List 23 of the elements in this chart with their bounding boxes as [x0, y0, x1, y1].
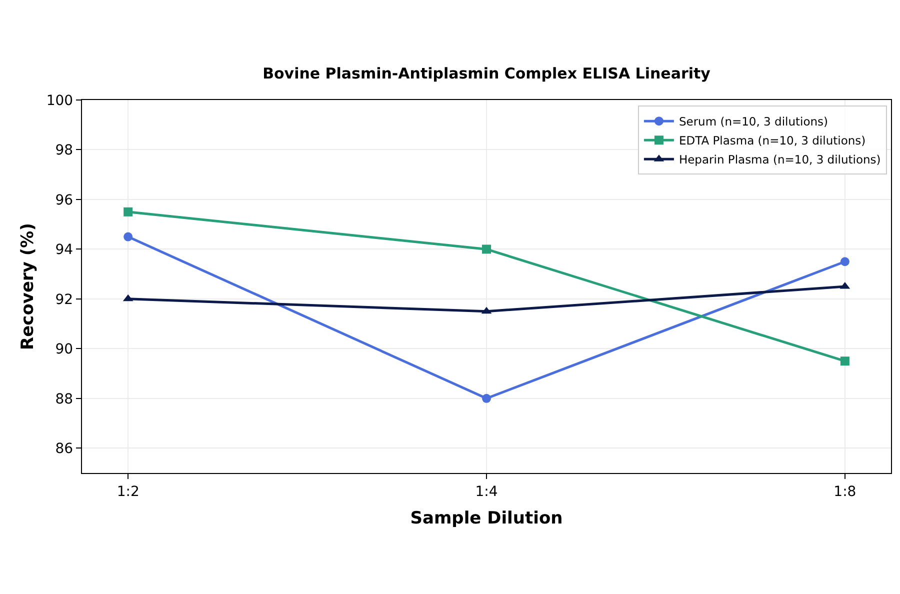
y-tick-label: 88 [55, 391, 74, 408]
legend-label: Heparin Plasma (n=10, 3 dilutions) [678, 152, 881, 167]
y-tick-label: 90 [55, 342, 74, 358]
legend-label: Serum (n=10, 3 dilutions) [678, 114, 828, 129]
y-tick-label: 94 [55, 242, 74, 258]
y-tick-label: 100 [46, 92, 74, 109]
chart-title: Bovine Plasmin-Antiplasmin Complex ELISA Linearity [262, 64, 711, 82]
y-axis-title: Recovery (%) [18, 223, 38, 350]
y-tick-label: 98 [55, 142, 74, 159]
legend-label: EDTA Plasma (n=10, 3 dilutions) [678, 134, 866, 148]
point [840, 257, 850, 266]
point [840, 356, 850, 366]
y-tick-label: 86 [55, 441, 74, 458]
y-tick-label: 96 [55, 192, 74, 208]
point [124, 207, 133, 216]
x-tick-label: 1:2 [116, 484, 140, 500]
x-tick-label: 1:8 [834, 484, 856, 500]
y-tick-label: 92 [55, 292, 74, 308]
point [482, 394, 491, 403]
x-tick-label: 1:4 [475, 484, 498, 500]
point [482, 244, 491, 254]
point [124, 232, 133, 242]
x-axis-title: Sample Dilution [410, 508, 563, 528]
